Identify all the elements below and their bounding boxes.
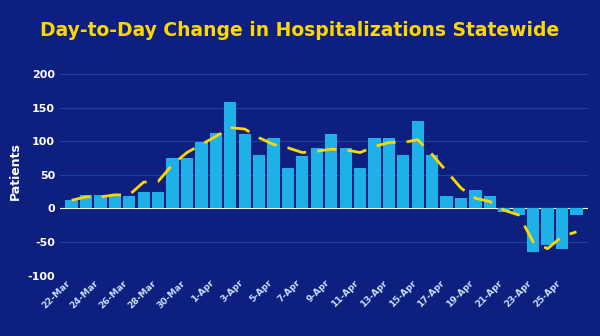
- Bar: [65, 200, 77, 208]
- Bar: [368, 138, 380, 208]
- Bar: [224, 102, 236, 208]
- Bar: [527, 208, 539, 252]
- Bar: [137, 192, 150, 208]
- Bar: [455, 198, 467, 208]
- Bar: [94, 195, 107, 208]
- Bar: [195, 142, 208, 208]
- Bar: [484, 196, 496, 208]
- Bar: [296, 156, 308, 208]
- Bar: [340, 148, 352, 208]
- Bar: [325, 134, 337, 208]
- Bar: [556, 208, 568, 249]
- Bar: [239, 134, 251, 208]
- Bar: [512, 208, 525, 215]
- Bar: [181, 158, 193, 208]
- Bar: [571, 208, 583, 215]
- Bar: [109, 196, 121, 208]
- Bar: [498, 208, 511, 212]
- Bar: [412, 121, 424, 208]
- Bar: [80, 195, 92, 208]
- Bar: [469, 190, 482, 208]
- Bar: [426, 155, 439, 208]
- Bar: [440, 196, 453, 208]
- Bar: [282, 168, 294, 208]
- Bar: [152, 192, 164, 208]
- Bar: [311, 148, 323, 208]
- Bar: [383, 138, 395, 208]
- Y-axis label: Patients: Patients: [9, 142, 22, 200]
- Bar: [541, 208, 554, 245]
- Bar: [397, 155, 409, 208]
- Bar: [209, 133, 222, 208]
- Text: Day-to-Day Change in Hospitalizations Statewide: Day-to-Day Change in Hospitalizations St…: [40, 21, 560, 40]
- Bar: [123, 196, 136, 208]
- Bar: [253, 155, 265, 208]
- Bar: [354, 168, 366, 208]
- Bar: [166, 158, 179, 208]
- Bar: [268, 138, 280, 208]
